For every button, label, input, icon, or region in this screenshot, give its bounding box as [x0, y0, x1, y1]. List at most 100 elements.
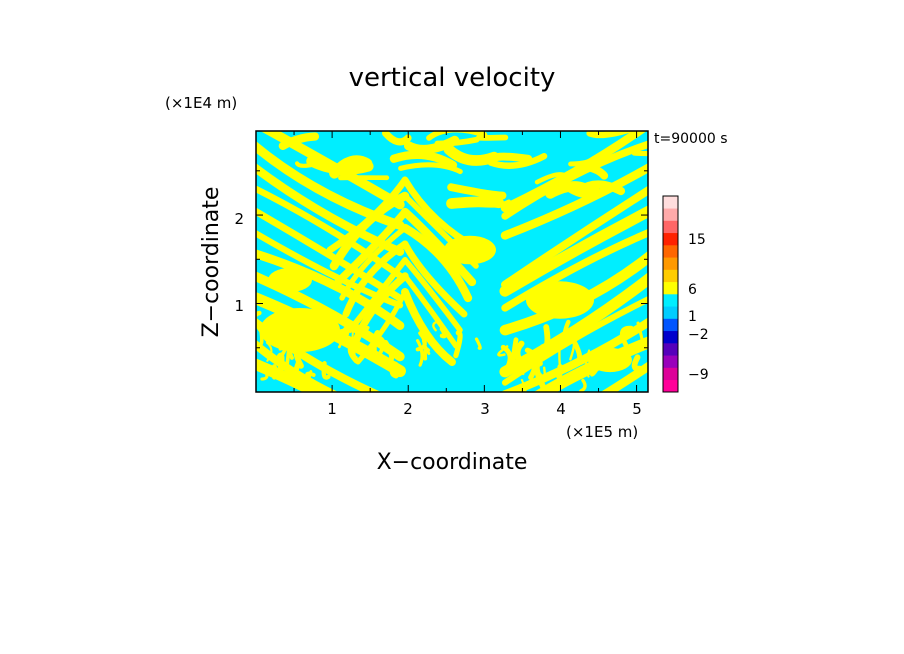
- colorbar-swatch: [663, 232, 678, 246]
- field-band: [398, 162, 463, 175]
- field-band: [400, 223, 473, 303]
- field-band: [500, 163, 648, 240]
- field-band: [305, 371, 316, 389]
- field-band: [487, 152, 548, 169]
- field-band: [533, 360, 547, 391]
- x-tick-label-2: 2: [403, 400, 413, 418]
- field-band: [256, 339, 339, 392]
- field-band: [421, 337, 431, 355]
- field-band: [363, 325, 373, 340]
- field-band: [453, 330, 463, 359]
- field-band: [514, 340, 529, 370]
- colorbar-label-15: 15: [688, 232, 706, 248]
- x-tick-label-1: 1: [327, 400, 337, 418]
- field-band: [631, 354, 643, 372]
- field-band: [260, 131, 405, 210]
- colorbar-swatch: [663, 306, 678, 319]
- field-band: [432, 320, 438, 332]
- z-axis-label: Z−coordinate: [199, 187, 224, 338]
- colorbar-label-6: 6: [688, 282, 697, 298]
- x-tick-label-3: 3: [480, 400, 490, 418]
- field-band: [342, 240, 409, 318]
- field-band: [351, 339, 358, 361]
- field-band: [490, 152, 533, 163]
- field-band: [426, 131, 488, 141]
- z-unit-label: (×1E4 m): [165, 94, 237, 112]
- field-band: [416, 339, 424, 367]
- field-blob: [260, 308, 340, 352]
- field-band: [306, 155, 374, 175]
- field-band: [584, 349, 591, 378]
- field-band: [292, 360, 301, 381]
- field-band: [501, 140, 648, 220]
- field-band: [636, 321, 645, 348]
- field-band: [501, 185, 648, 289]
- field-band: [402, 257, 463, 333]
- field-band: [443, 144, 500, 166]
- field-band: [439, 326, 448, 339]
- field-band: [569, 337, 576, 361]
- field-band: [510, 337, 519, 369]
- field-band: [434, 136, 480, 147]
- field-band: [533, 336, 648, 392]
- field-band: [265, 341, 273, 362]
- field-band: [474, 337, 482, 350]
- field-band: [568, 155, 597, 167]
- colorbar-label-1: 1: [688, 309, 697, 325]
- field-band: [524, 347, 539, 381]
- field-band: [381, 339, 395, 365]
- colorbar-swatch: [663, 343, 678, 356]
- z-tick-label-2: 2: [234, 210, 244, 228]
- plot-frame: [255, 130, 649, 393]
- field-band: [555, 364, 563, 380]
- field-band: [619, 325, 634, 352]
- field-band: [499, 272, 648, 378]
- field-band: [400, 207, 477, 287]
- colorbar-frame: [662, 195, 679, 393]
- field-band: [389, 150, 458, 170]
- colorbar-swatch: [663, 220, 678, 234]
- field-band: [534, 172, 571, 185]
- colorbar-swatch: [663, 257, 678, 270]
- field-band: [571, 338, 583, 368]
- field-band: [499, 205, 648, 297]
- field-band: [355, 289, 408, 365]
- field-band: [276, 352, 285, 372]
- field-band: [563, 185, 600, 198]
- field-band: [375, 336, 386, 359]
- colorbar-swatch: [663, 330, 678, 344]
- time-label: t=90000 s: [654, 131, 728, 147]
- contour-field: [256, 131, 648, 392]
- field-band: [600, 361, 648, 392]
- field-band: [575, 180, 626, 196]
- field-band: [389, 361, 399, 379]
- chart-title: vertical velocity: [349, 63, 556, 93]
- colorbar-swatch: [663, 196, 678, 209]
- axis-ticks: [256, 131, 648, 392]
- colorbar-swatch: [663, 281, 678, 295]
- colorbar-swatch: [663, 294, 678, 307]
- colorbar-swatch: [663, 245, 678, 258]
- field-band: [256, 310, 264, 334]
- field-band: [278, 132, 320, 151]
- x-tick-label-4: 4: [556, 400, 566, 418]
- field-band: [339, 225, 408, 301]
- field-band: [447, 183, 507, 200]
- colorbar-label-minus9: −9: [688, 367, 709, 383]
- field-band: [256, 361, 269, 381]
- field-band: [402, 273, 459, 349]
- field-band: [401, 240, 468, 318]
- field-band: [272, 364, 279, 380]
- field-band: [321, 361, 331, 380]
- field-blob: [444, 235, 496, 265]
- colorbar-label-minus2: −2: [688, 327, 709, 343]
- colorbar-swatch: [663, 379, 678, 393]
- field-band: [579, 378, 587, 392]
- field-band: [334, 208, 409, 286]
- field-band: [517, 378, 527, 392]
- field-band: [306, 370, 313, 383]
- field-band: [347, 257, 408, 333]
- field-band: [501, 228, 648, 312]
- field-blob: [588, 347, 632, 373]
